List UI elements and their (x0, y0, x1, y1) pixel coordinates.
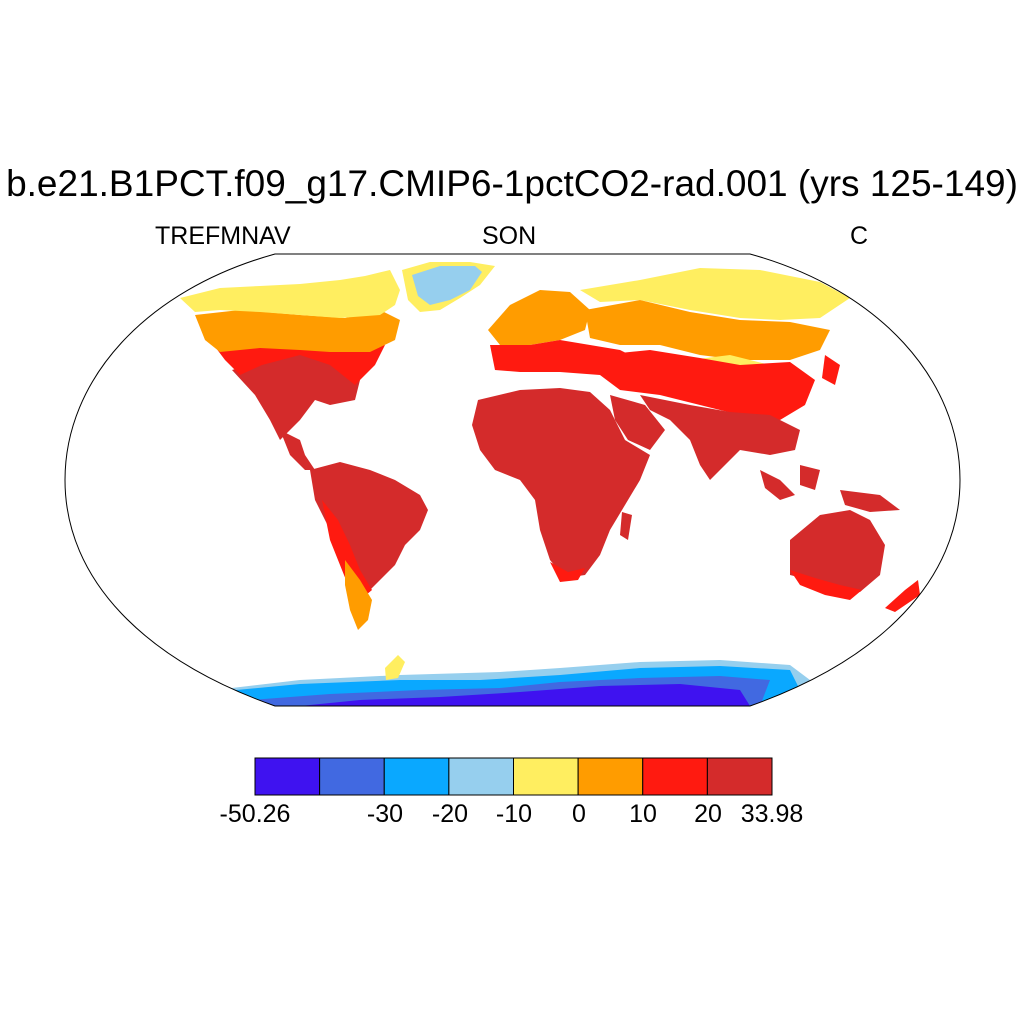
colorbar-tick-label: -30 (366, 800, 404, 828)
map-border (64, 253, 961, 707)
greenland-ice (412, 266, 482, 305)
colorbar-tick-label: 20 (694, 800, 722, 828)
new-zealand (885, 580, 920, 612)
new-guinea (840, 490, 900, 512)
north-america-hot (232, 350, 360, 440)
indonesia-2 (800, 465, 820, 490)
colorbar-tick-label: 0 (572, 800, 586, 828)
colorbar-tick-label: -10 (495, 800, 533, 828)
asia-arctic (580, 268, 850, 320)
colorbar-box (254, 757, 321, 796)
africa (472, 388, 650, 578)
antarctica-interior (300, 684, 750, 706)
asia-north (585, 300, 830, 360)
japan (822, 355, 840, 385)
north-america-cool (180, 270, 400, 318)
colorbar-tick-label: -20 (431, 800, 469, 828)
colorbar-box (642, 757, 708, 796)
australia (790, 510, 885, 592)
colorbar-box (513, 757, 579, 796)
asia-south (640, 395, 800, 480)
units-label: C (850, 222, 869, 250)
patagonia (345, 560, 372, 630)
central-america (280, 430, 315, 470)
asia-middle (600, 350, 815, 420)
australia-south (790, 570, 862, 600)
colorbar-box (319, 757, 385, 796)
arabia (610, 395, 665, 450)
colorbar-box (448, 757, 514, 796)
colorbar-box (706, 757, 773, 796)
season-label: SON (482, 222, 537, 250)
madagascar (620, 512, 632, 540)
south-america-andes (322, 500, 372, 600)
north-america-mild (195, 310, 400, 352)
map-title: b.e21.B1PCT.f09_g17.CMIP6-1pctCO2-rad.00… (6, 163, 1018, 204)
south-america (310, 462, 428, 595)
colorbar-max-label: 33.98 (740, 800, 804, 828)
variable-label: TREFMNAV (155, 222, 291, 250)
indonesia-1 (760, 470, 795, 500)
antarctic-peninsula (385, 655, 405, 680)
colorbar-tick-label: 10 (629, 800, 657, 828)
europe-north (488, 290, 590, 345)
africa-south-tip (550, 562, 585, 582)
colorbar-min-label: -50.26 (219, 800, 291, 828)
colorbar-box (383, 757, 450, 796)
colorbar-box (577, 757, 644, 796)
